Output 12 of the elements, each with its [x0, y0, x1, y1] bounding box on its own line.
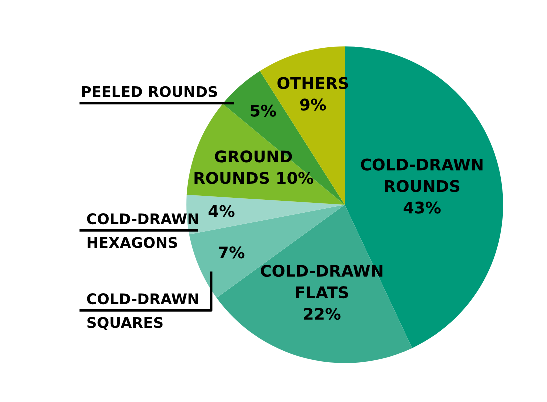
data-label: 5% — [250, 104, 276, 117]
data-label: 22% — [304, 308, 341, 320]
slice-label: COLD-DRAWN ROUNDS — [361, 158, 483, 192]
slice-label: COLD-DRAWN HEXAGONS — [87, 214, 198, 248]
data-label: 9% — [300, 98, 326, 111]
data-label: 43% — [404, 202, 441, 214]
slice-label: COLD-DRAWN FLATS — [261, 265, 383, 299]
slice-label: COLD-DRAWN SQUARES — [87, 294, 198, 330]
data-label: 7% — [219, 246, 245, 259]
slice-label: GROUND ROUNDS 10% — [194, 150, 314, 184]
data-label: 4% — [208, 205, 235, 218]
slice-label: PEELED ROUNDS — [82, 86, 218, 98]
